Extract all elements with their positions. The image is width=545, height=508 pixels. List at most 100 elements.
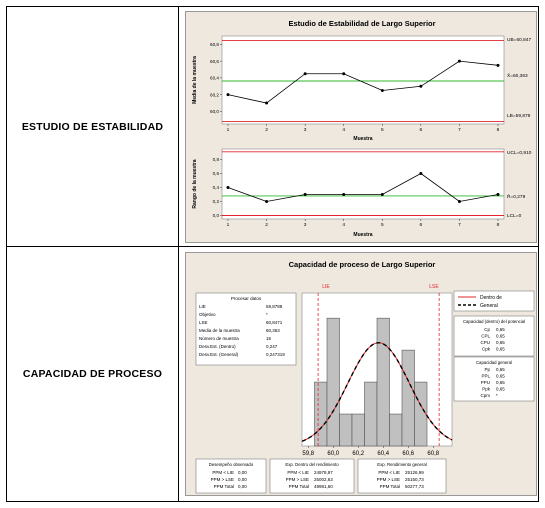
- range-ytick-label: 0,2: [213, 199, 220, 204]
- exp-overall-title: Exp. Rendimiento general: [377, 462, 426, 467]
- exp-overall-value: 25150,73: [405, 477, 424, 482]
- range-ytick-label: 0,6: [213, 171, 220, 176]
- range-point: [226, 186, 230, 189]
- xbar-point: [226, 93, 230, 97]
- observed-key: PPM Total: [214, 484, 234, 489]
- range-point: [265, 200, 269, 203]
- process-key: Objetivo: [199, 312, 216, 317]
- process-key: LSE: [199, 320, 208, 325]
- overall-cap-value: 0,65: [496, 374, 505, 379]
- overall-capability-box: [453, 356, 535, 402]
- histogram-bar: [414, 381, 428, 447]
- xbar-center-label: X̄=60,363: [507, 72, 528, 79]
- capability-title: Capacidad de proceso de Largo Superior: [289, 260, 436, 269]
- range-point: [303, 193, 307, 196]
- stability-figure-cell: Estudio de Estabilidad de Largo Superior…: [180, 7, 538, 246]
- process-key: Número de muestra: [199, 336, 239, 341]
- histogram-bar: [314, 381, 328, 447]
- range-point: [342, 193, 346, 196]
- xbar-series-line: [227, 60, 499, 104]
- exp-overall-value: 50277,73: [405, 484, 424, 489]
- process-value: *: [266, 312, 268, 317]
- range-lcl-label: LCL=0: [507, 213, 522, 219]
- range-xtick-label: 6: [420, 222, 423, 228]
- within-cap-value: 0,65: [496, 327, 505, 332]
- histogram-xtick-label: 60,4: [377, 451, 389, 457]
- legend-within-label: Dentro de: [480, 295, 502, 301]
- capability-label: CAPACIDAD DE PROCESO: [22, 368, 163, 380]
- within-cap-key: Cpk: [482, 347, 491, 352]
- within-cap-key: Cp: [484, 327, 490, 332]
- xbar-xtick-label: 6: [420, 127, 423, 133]
- xbar-xtick-label: 7: [458, 127, 461, 133]
- range-ytick-label: 0,0: [213, 213, 220, 218]
- range-xtick-label: 5: [381, 222, 384, 228]
- overall-cap-value: 0,65: [496, 380, 505, 385]
- exp-overall-key: PPM > LSE: [377, 477, 400, 482]
- lsl-label: LIE: [322, 284, 330, 290]
- range-plot-area: [221, 148, 505, 220]
- exp-overall-value: 25126,99: [405, 470, 424, 475]
- process-key: LIE: [199, 304, 206, 309]
- within-cap-key: CPU: [480, 340, 490, 345]
- exp-within-title: Exp. Dentro del rendimiento: [285, 462, 339, 467]
- histogram-xtick-label: 59,8: [302, 451, 314, 457]
- histogram-bar: [401, 349, 415, 447]
- process-key: Desv.Est. (Dentro): [199, 344, 236, 349]
- observed-key: PPM > LSE: [211, 477, 234, 482]
- capability-figure-cell: Capacidad de proceso de Largo Superior 5…: [180, 247, 538, 501]
- range-point: [380, 193, 384, 196]
- range-point: [419, 172, 423, 175]
- process-value: 16: [266, 336, 272, 341]
- stability-chart: Estudio de Estabilidad de Largo Superior…: [192, 19, 532, 238]
- range-xtick-label: 2: [265, 222, 268, 228]
- xbar-ytick-label: 60,2: [210, 92, 219, 97]
- xbar-xtick-label: 2: [265, 127, 268, 133]
- stability-label: ESTUDIO DE ESTABILIDAD: [21, 120, 164, 133]
- overall-cap-key: PPL: [481, 374, 490, 379]
- xbar-point: [265, 101, 269, 105]
- histogram-bar: [326, 317, 340, 447]
- within-capability-title: Capacidad (dentro) del potencial: [463, 319, 525, 324]
- xbar-xtick-label: 1: [227, 127, 230, 133]
- xbar-ylabel: Media de la muestra: [192, 56, 198, 104]
- range-ucl-label: UCL=0,910: [507, 150, 532, 156]
- usl-label: LSE: [429, 284, 439, 290]
- observed-value: 0,00: [238, 470, 247, 475]
- overall-cap-value: 0,65: [496, 367, 505, 372]
- overall-curve: [301, 342, 453, 442]
- histogram-bar: [389, 413, 403, 447]
- overall-cap-key: Ppk: [482, 387, 491, 392]
- range-center-label: R̄=0,279: [507, 193, 526, 200]
- range-xtick-label: 1: [227, 222, 230, 228]
- range-ytick-label: 0,8: [213, 157, 220, 162]
- histogram-bar: [364, 381, 378, 447]
- process-value: 60,363: [266, 328, 280, 333]
- stability-row: ESTUDIO DE ESTABILIDAD Estudio de Estabi…: [7, 7, 538, 247]
- range-xlabel: Muestra: [353, 232, 372, 238]
- overall-cap-key: Pp: [484, 367, 490, 372]
- observed-value: 0,00: [238, 477, 247, 482]
- within-cap-value: 0,65: [496, 340, 505, 345]
- range-series-line: [227, 173, 499, 202]
- process-value: 60,8471: [266, 320, 283, 325]
- process-key: Desv.Est. (General): [199, 352, 239, 357]
- xbar-ytick-label: 60,0: [210, 109, 219, 114]
- range-xtick-label: 3: [304, 222, 307, 228]
- range-ytick-label: 0,4: [213, 185, 220, 190]
- xbar-point: [303, 72, 307, 76]
- histogram-xtick-label: 60,0: [327, 451, 339, 457]
- process-value: 0,247: [266, 344, 278, 349]
- xbar-ucl-label: UB=60,847: [507, 37, 531, 43]
- stability-title: Estudio de Estabilidad de Largo Superior: [288, 19, 435, 28]
- capability-label-cell: CAPACIDAD DE PROCESO: [7, 247, 179, 501]
- xbar-xtick-label: 5: [381, 127, 384, 133]
- range-xtick-label: 4: [342, 222, 345, 228]
- capability-chart: Capacidad de proceso de Largo Superior 5…: [195, 260, 535, 494]
- xbar-plot-area: [221, 35, 505, 125]
- report-table: ESTUDIO DE ESTABILIDAD Estudio de Estabi…: [6, 6, 539, 502]
- exp-within-key: PPM > LSE: [286, 477, 309, 482]
- capability-row: CAPACIDAD DE PROCESO Capacidad de proces…: [7, 247, 538, 501]
- within-cap-key: CPL: [481, 334, 490, 339]
- range-xtick-label: 8: [497, 222, 500, 228]
